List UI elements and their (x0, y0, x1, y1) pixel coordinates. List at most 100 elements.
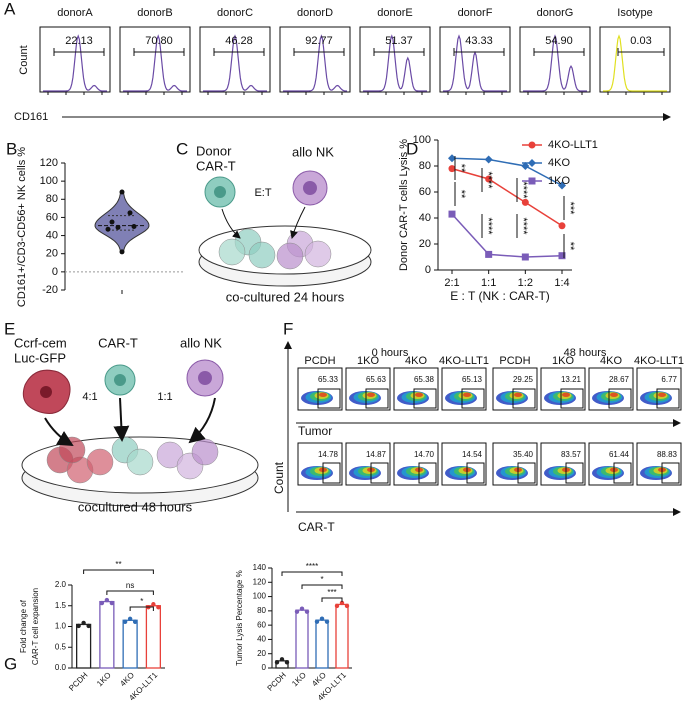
replicate (284, 660, 290, 665)
gate (661, 462, 680, 484)
sig-bracket (281, 571, 343, 576)
replicate (334, 603, 340, 609)
gate-value: 51.37 (385, 35, 413, 47)
y-tick-label: 0.5 (55, 642, 67, 651)
marker (484, 155, 493, 164)
replicate (304, 609, 310, 614)
gate (461, 388, 485, 409)
gate-value: 13.21 (561, 375, 582, 384)
panel-label: D (406, 139, 418, 158)
x-tick-label: 1:1 (481, 277, 496, 289)
gate-value: 43.33 (465, 35, 493, 47)
point (131, 224, 137, 229)
nucleus (114, 374, 126, 386)
cell (58, 436, 86, 464)
plot-frame (492, 442, 538, 486)
y-tick-label: 80 (257, 606, 266, 615)
x-tick-label: 4KO (118, 671, 136, 689)
gate-value: 14.87 (366, 450, 387, 459)
gate-value: 14.78 (318, 450, 339, 459)
dot-cloud (367, 392, 375, 397)
gate-value: 28.67 (609, 375, 630, 384)
replicate (314, 619, 320, 624)
gate (608, 388, 632, 409)
y-tick-label: 40 (419, 212, 431, 224)
y-tick-label: 0 (52, 266, 58, 278)
marker (521, 253, 529, 261)
gate (418, 462, 437, 484)
gate-value: 14.54 (462, 450, 483, 459)
cell (191, 438, 219, 466)
marker (485, 175, 493, 183)
label: allo NK (180, 335, 222, 350)
gate-value: 35.40 (513, 450, 534, 459)
histogram-frame (359, 26, 431, 93)
point (109, 219, 115, 225)
marker (521, 198, 529, 206)
x-tick-label: 1KO (95, 671, 113, 689)
x-axis-label: E : T (NK : CAR-T) (450, 289, 550, 303)
replicate (127, 616, 133, 621)
y-tick-label: 60 (257, 620, 266, 629)
gate (512, 388, 536, 409)
gate (413, 388, 437, 409)
x-axis-label: CD161 (14, 111, 48, 123)
replicate (99, 600, 105, 606)
histogram-title: Isotype (617, 7, 652, 19)
replicate (104, 597, 110, 603)
gate-value: 92.77 (305, 35, 333, 47)
significance: ** (455, 190, 467, 199)
y-tick-label: 60 (419, 186, 431, 198)
y-axis-label: Donor CAR-T cells Lysis % (398, 139, 410, 271)
sig-bracket (106, 590, 154, 595)
cell (86, 448, 114, 476)
cell (304, 240, 332, 268)
histogram-frame (199, 26, 271, 93)
panel-label: A (4, 0, 16, 18)
histogram-curve (603, 34, 667, 92)
y-tick-label: 120 (40, 157, 58, 169)
gate-value: 46.28 (225, 35, 253, 47)
y-axis-label: Fold change of (19, 599, 28, 653)
gate (365, 388, 389, 409)
replicate (86, 623, 91, 629)
significance: ns (126, 581, 134, 590)
marker (485, 250, 493, 258)
gate-value: 22.13 (65, 35, 93, 47)
replicate (274, 660, 280, 665)
y-tick-label: 100 (413, 134, 431, 146)
gate-value: 88.83 (657, 450, 678, 459)
label: 4:1 (82, 391, 97, 403)
legend-label: 4KO (548, 157, 570, 169)
label: Luc-GFP (14, 350, 66, 365)
violin (94, 191, 150, 253)
gate-value: 61.44 (609, 450, 630, 459)
y-tick-label: 100 (40, 175, 58, 187)
significance: ** (455, 164, 467, 173)
bar (315, 619, 329, 669)
gate (565, 462, 584, 484)
marker (448, 210, 456, 218)
column-label: PCDH (304, 355, 335, 367)
histogram-curve (123, 34, 187, 92)
y-tick-label: 60 (46, 211, 58, 223)
gate (560, 388, 584, 409)
histogram-curve (203, 34, 267, 92)
y-axis-label: Count (272, 461, 286, 494)
bar (145, 605, 161, 669)
caption: co-cultured 24 hours (226, 289, 345, 304)
significance: *** (327, 588, 336, 597)
sig-bracket (301, 584, 343, 589)
replicate (76, 623, 81, 629)
label: CAR-T (196, 158, 236, 173)
replicate (294, 609, 300, 614)
label: 1:1 (157, 391, 172, 403)
point (105, 226, 111, 232)
point (119, 189, 125, 195)
y-tick-label: 1.5 (55, 601, 67, 610)
significance: * (140, 597, 143, 606)
label: Ccrf-cem (14, 335, 67, 350)
gate-value: 83.57 (561, 450, 582, 459)
panel-label: B (6, 139, 17, 158)
